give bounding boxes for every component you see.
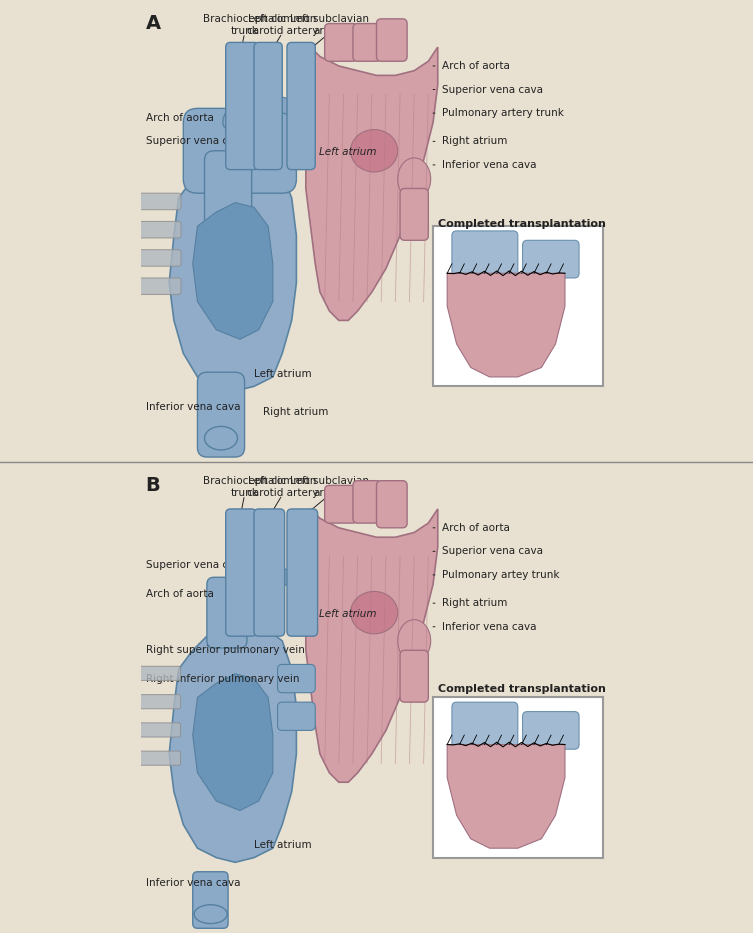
FancyBboxPatch shape bbox=[400, 650, 428, 703]
FancyBboxPatch shape bbox=[130, 666, 181, 680]
Ellipse shape bbox=[194, 905, 227, 924]
FancyBboxPatch shape bbox=[278, 664, 316, 692]
FancyBboxPatch shape bbox=[254, 508, 285, 636]
Text: Left subclavian
artery: Left subclavian artery bbox=[290, 476, 369, 497]
Text: Pulmonary artey trunk: Pulmonary artey trunk bbox=[443, 570, 560, 580]
Text: Superior vena cava: Superior vena cava bbox=[145, 136, 247, 146]
Text: A: A bbox=[145, 14, 160, 34]
FancyBboxPatch shape bbox=[325, 485, 358, 523]
Text: Arch of aorta: Arch of aorta bbox=[145, 589, 214, 599]
Text: Left subclavian
artery: Left subclavian artery bbox=[290, 14, 369, 35]
FancyBboxPatch shape bbox=[353, 23, 381, 62]
FancyBboxPatch shape bbox=[130, 694, 181, 709]
Polygon shape bbox=[193, 202, 273, 340]
FancyBboxPatch shape bbox=[523, 241, 579, 278]
Text: Right atrium: Right atrium bbox=[264, 407, 329, 417]
FancyBboxPatch shape bbox=[129, 193, 181, 210]
FancyBboxPatch shape bbox=[226, 42, 259, 170]
FancyBboxPatch shape bbox=[197, 372, 245, 457]
Text: Brachiocephalic
trunk: Brachiocephalic trunk bbox=[203, 476, 286, 497]
Text: Inferior vena cava: Inferior vena cava bbox=[443, 621, 537, 632]
Text: Arch of aorta: Arch of aorta bbox=[443, 522, 511, 533]
FancyBboxPatch shape bbox=[400, 188, 428, 241]
Ellipse shape bbox=[205, 426, 237, 450]
FancyBboxPatch shape bbox=[523, 712, 579, 749]
Ellipse shape bbox=[398, 158, 431, 201]
FancyBboxPatch shape bbox=[376, 480, 407, 528]
FancyBboxPatch shape bbox=[376, 19, 407, 62]
FancyBboxPatch shape bbox=[207, 578, 247, 648]
FancyBboxPatch shape bbox=[129, 250, 181, 266]
Text: Left common
carotid artery: Left common carotid artery bbox=[246, 14, 318, 35]
Text: Left atrium: Left atrium bbox=[254, 841, 312, 850]
FancyBboxPatch shape bbox=[205, 151, 252, 235]
Ellipse shape bbox=[351, 130, 398, 172]
Polygon shape bbox=[193, 674, 273, 811]
FancyBboxPatch shape bbox=[452, 703, 518, 749]
FancyBboxPatch shape bbox=[452, 230, 518, 278]
Polygon shape bbox=[447, 745, 565, 848]
Ellipse shape bbox=[398, 620, 431, 662]
Polygon shape bbox=[306, 508, 437, 782]
Text: Left common
carotid artery: Left common carotid artery bbox=[246, 476, 318, 497]
FancyBboxPatch shape bbox=[433, 698, 602, 857]
Text: Inferior vena cava: Inferior vena cava bbox=[145, 402, 240, 411]
Polygon shape bbox=[169, 622, 297, 862]
Text: Right inferior pulmonary vein: Right inferior pulmonary vein bbox=[145, 674, 299, 684]
Text: Left atrium: Left atrium bbox=[254, 369, 312, 379]
Text: Completed transplantation: Completed transplantation bbox=[437, 684, 605, 693]
FancyBboxPatch shape bbox=[278, 703, 316, 731]
Text: Right superior pulmonary vein: Right superior pulmonary vein bbox=[145, 646, 304, 655]
Text: Brachiocephalic
trunk: Brachiocephalic trunk bbox=[203, 14, 286, 35]
FancyBboxPatch shape bbox=[226, 508, 256, 636]
Text: Pulmonary artery trunk: Pulmonary artery trunk bbox=[443, 108, 564, 118]
FancyBboxPatch shape bbox=[353, 480, 381, 523]
Text: Inferior vena cava: Inferior vena cava bbox=[443, 160, 537, 170]
Text: B: B bbox=[145, 476, 160, 495]
Polygon shape bbox=[306, 47, 437, 320]
FancyBboxPatch shape bbox=[130, 751, 181, 765]
Text: Completed transplantation: Completed transplantation bbox=[437, 218, 605, 229]
Text: Inferior vena cava: Inferior vena cava bbox=[145, 878, 240, 888]
Text: Arch of aorta: Arch of aorta bbox=[145, 113, 214, 123]
FancyBboxPatch shape bbox=[129, 221, 181, 238]
FancyBboxPatch shape bbox=[193, 871, 228, 928]
Polygon shape bbox=[169, 156, 297, 391]
FancyBboxPatch shape bbox=[183, 108, 297, 193]
Text: Left atrium: Left atrium bbox=[319, 609, 377, 620]
FancyBboxPatch shape bbox=[287, 508, 318, 636]
Text: Superior vena cava: Superior vena cava bbox=[145, 561, 247, 570]
Text: Arch of aorta: Arch of aorta bbox=[443, 61, 511, 71]
Text: Right atrium: Right atrium bbox=[443, 136, 508, 146]
Text: Right atrium: Right atrium bbox=[443, 598, 508, 608]
FancyBboxPatch shape bbox=[130, 723, 181, 737]
FancyBboxPatch shape bbox=[129, 278, 181, 295]
FancyBboxPatch shape bbox=[254, 42, 282, 170]
FancyBboxPatch shape bbox=[325, 23, 358, 62]
Text: Left atrium: Left atrium bbox=[319, 147, 377, 158]
Polygon shape bbox=[447, 273, 565, 377]
FancyBboxPatch shape bbox=[287, 42, 316, 170]
FancyBboxPatch shape bbox=[433, 226, 602, 386]
Text: Superior vena cava: Superior vena cava bbox=[443, 547, 544, 556]
Text: Superior vena cava: Superior vena cava bbox=[443, 85, 544, 94]
Ellipse shape bbox=[351, 592, 398, 634]
